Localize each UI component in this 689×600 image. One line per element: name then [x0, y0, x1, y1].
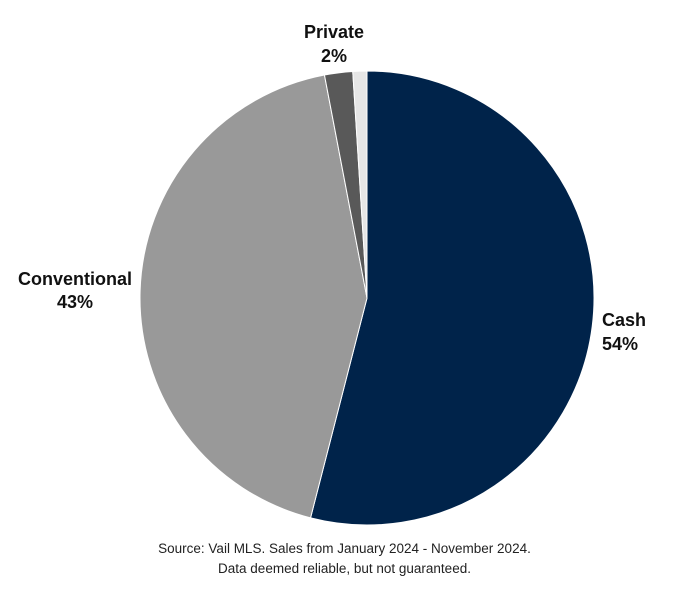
- pie-slice-other-3: [352, 70, 368, 299]
- slice-label-private-value: 2%: [321, 46, 347, 66]
- pie-slice-conventional: [139, 74, 368, 519]
- slice-label-conventional-name: Conventional: [18, 269, 132, 289]
- pie-slice-cash: [309, 70, 595, 526]
- source-note: Source: Vail MLS. Sales from January 202…: [158, 541, 531, 556]
- disclaimer-note: Data deemed reliable, but not guaranteed…: [218, 561, 471, 576]
- slice-label-private-name: Private: [304, 22, 364, 42]
- slice-label-cash-name: Cash: [602, 310, 646, 330]
- pie-slices: [139, 70, 595, 526]
- slice-label-cash-value: 54%: [602, 334, 638, 354]
- slice-label-conventional-value: 43%: [57, 292, 93, 312]
